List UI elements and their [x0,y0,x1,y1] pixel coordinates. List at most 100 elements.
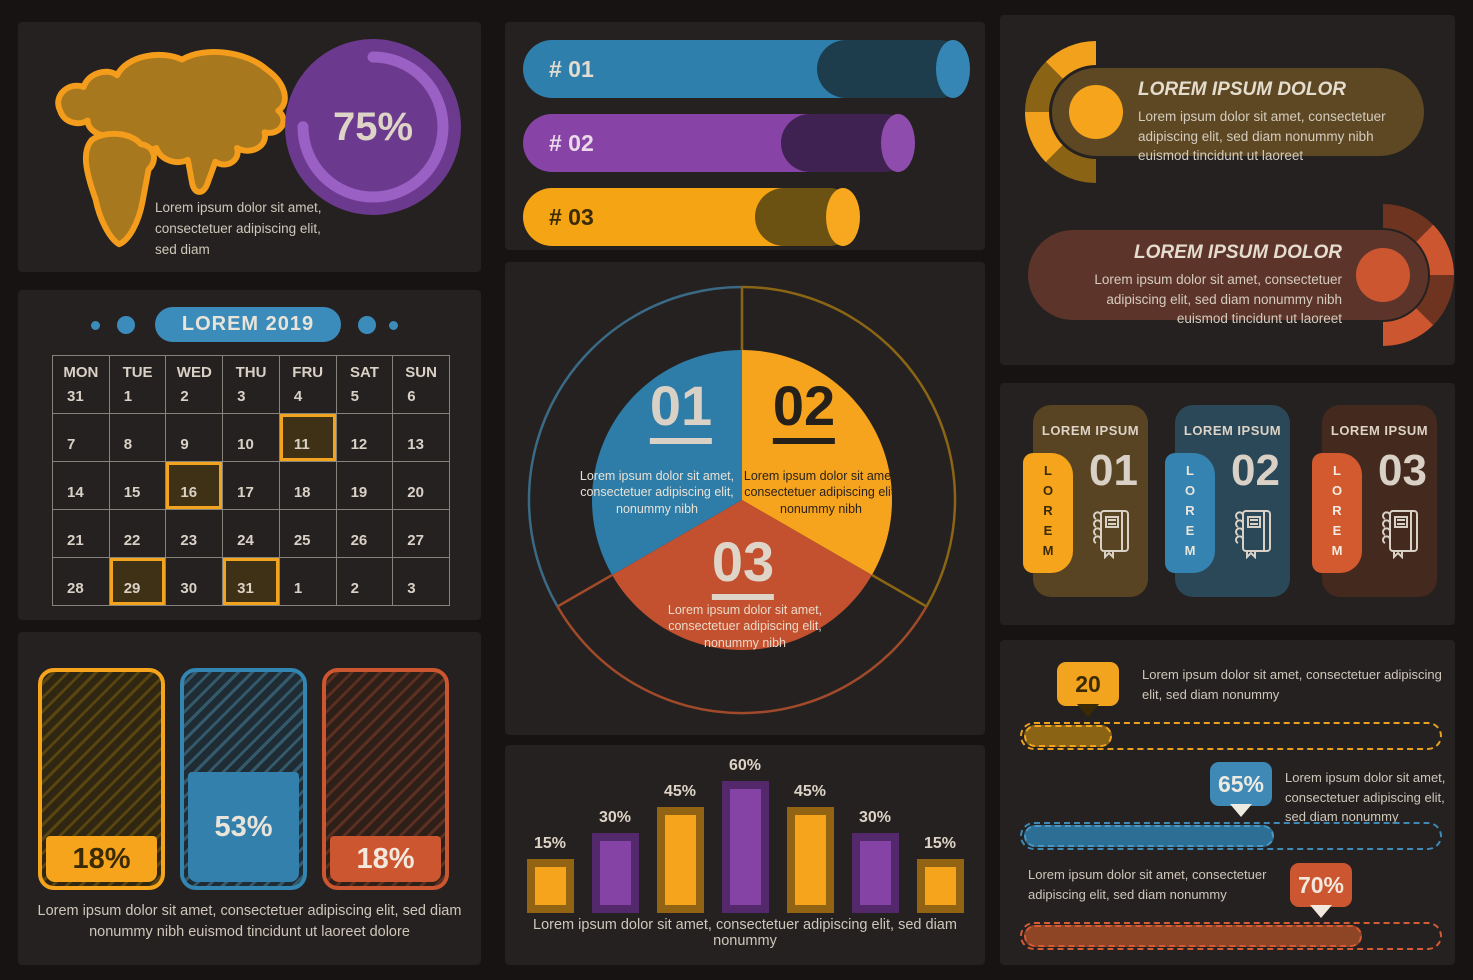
progress-track[interactable] [1020,822,1442,850]
callout-ring-left [1025,41,1097,183]
cylinder-bar[interactable]: # 02 [523,114,915,172]
column-bar[interactable]: 30% [851,809,899,913]
pie-slice-01[interactable] [592,350,742,575]
calendar-day[interactable]: 25 [279,510,337,558]
column-bar[interactable]: 15% [526,835,574,913]
calendar-day[interactable]: 9 [166,414,224,462]
calendar-dot-left-small [91,321,100,330]
cards-panel: LOREM IPSUM 01 LOREM LOREM IPSUM 02 [1000,383,1455,625]
callout-body: Lorem ipsum dolor sit amet, consectetuer… [1138,109,1386,164]
calendar-header-cell[interactable]: MON 31 [53,356,110,414]
calendar-day[interactable]: 19 [336,462,394,510]
progress-text: Lorem ipsum dolor sit amet, consectetuer… [1028,867,1267,902]
calendar-panel: LOREM 2019 MON 31 TUE 1 WED 2 THU 3 FRU 4 SAT… [18,290,481,620]
calendar-title[interactable]: LOREM 2019 [155,307,341,342]
cylinder-cap [881,114,915,172]
calendar-day[interactable]: 12 [336,414,394,462]
calendar-day-highlighted[interactable]: 16 [166,462,224,510]
column-chart: 15% 30% 45% 60% 45% 30% [505,757,985,913]
battery-value: 53% [188,772,299,882]
calendar-header-cell[interactable]: SAT 5 [336,356,394,414]
card-title: LOREM IPSUM [1330,423,1429,438]
pie-slice-text: Lorem ipsum dolor sit amet, consectetuer… [667,603,823,650]
cylinder-fill [523,188,783,246]
progress-fill [1024,925,1362,947]
cylinder-cap [826,188,860,246]
pie-slice-02[interactable] [742,350,892,575]
map-panel: 75% Lorem ipsum dolor sit amet, consecte… [18,22,481,272]
battery-gauge: 18% [322,668,449,890]
gauge-value: 75% [332,104,414,149]
callout-title: LOREM IPSUM DOLOR [1138,79,1346,100]
calendar-day[interactable]: 14 [53,462,110,510]
calendar-day[interactable]: 15 [109,462,167,510]
card-tab-label: LOREM [1182,463,1198,563]
card-number: 01 [1089,446,1138,495]
progress-text: Lorem ipsum dolor sit amet, consectetuer… [1285,770,1446,824]
calendar-day[interactable]: 27 [393,510,450,558]
calendar-day[interactable]: 8 [109,414,167,462]
calendar-day[interactable]: 13 [393,414,450,462]
calendar-header-cell[interactable]: FRU 4 [279,356,337,414]
cylinder-cap [936,40,970,98]
battery-gauge: 18% [38,668,165,890]
pie-slice-text: Lorem ipsum dolor sit amet, consectetuer… [743,469,899,516]
column-bar[interactable]: 30% [591,809,639,913]
calendar-dot-right-large [358,316,376,334]
book-icon [1382,510,1418,559]
column-bar[interactable]: 60% [721,757,769,913]
cylinder-bar[interactable]: # 03 [523,188,860,246]
map-caption: Lorem ipsum dolor sit amet, consectetuer… [155,200,322,257]
card-tab[interactable]: LOREM [1023,453,1073,573]
calendar-day-highlighted[interactable]: 11 [279,414,337,462]
cylinder-fill [523,40,845,98]
cylinder-label: # 02 [549,130,594,156]
calendar-day[interactable]: 10 [223,414,280,462]
battery-panel: 18% 53% 18% Lorem ipsum dolor sit amet, … [18,632,481,965]
calendar-header-cell[interactable]: THU 3 [223,356,280,414]
callout-circle [1356,248,1410,302]
card-tab[interactable]: LOREM [1165,453,1215,573]
calendar-day[interactable]: 20 [393,462,450,510]
pie-slice-number: 03 [711,534,775,600]
calendar-dot-right-small [389,321,398,330]
battery-gauge: 53% [180,668,307,890]
card-number: 03 [1378,446,1427,495]
calendar-day[interactable]: 30 [166,558,224,606]
column-bar[interactable]: 15% [916,835,964,913]
info-card[interactable]: LOREM IPSUM 02 LOREM [1165,405,1290,597]
calendar-day[interactable]: 28 [53,558,110,606]
calendar-day[interactable]: 3 [393,558,450,606]
calendar-day[interactable]: 18 [279,462,337,510]
calendar-day-highlighted[interactable]: 29 [109,558,167,606]
calendar-header-cell[interactable]: SUN 6 [393,356,450,414]
info-card[interactable]: LOREM IPSUM 03 LOREM [1312,405,1437,597]
column-bar[interactable]: 45% [656,783,704,913]
cylinder-bar[interactable]: # 01 [523,40,970,98]
card-title: LOREM IPSUM [1183,423,1282,438]
pie-chart[interactable] [522,280,962,720]
info-card[interactable]: LOREM IPSUM 01 LOREM [1023,405,1148,597]
card-tab[interactable]: LOREM [1312,453,1362,573]
progress-badge: 70% [1290,863,1352,907]
calendar-day[interactable]: 22 [109,510,167,558]
calendar-header-cell[interactable]: WED 2 [166,356,224,414]
calendar-header-cell[interactable]: TUE 1 [109,356,167,414]
pie-slice-03[interactable] [612,500,872,650]
card-tab-label: LOREM [1329,463,1345,563]
calendar-day[interactable]: 2 [336,558,394,606]
calendar-day[interactable]: 21 [53,510,110,558]
calendar-day[interactable]: 7 [53,414,110,462]
callout-circle [1069,85,1123,139]
callout-title: LOREM IPSUM DOLOR [1134,242,1342,263]
progress-track[interactable] [1020,722,1442,750]
column-chart-caption: Lorem ipsum dolor sit amet, consectetuer… [533,917,957,949]
progress-track[interactable] [1020,922,1442,950]
calendar-day-highlighted[interactable]: 31 [223,558,280,606]
calendar-day[interactable]: 26 [336,510,394,558]
column-bar[interactable]: 45% [786,783,834,913]
calendar-day[interactable]: 17 [223,462,280,510]
calendar-day[interactable]: 1 [279,558,337,606]
calendar-day[interactable]: 23 [166,510,224,558]
calendar-day[interactable]: 24 [223,510,280,558]
